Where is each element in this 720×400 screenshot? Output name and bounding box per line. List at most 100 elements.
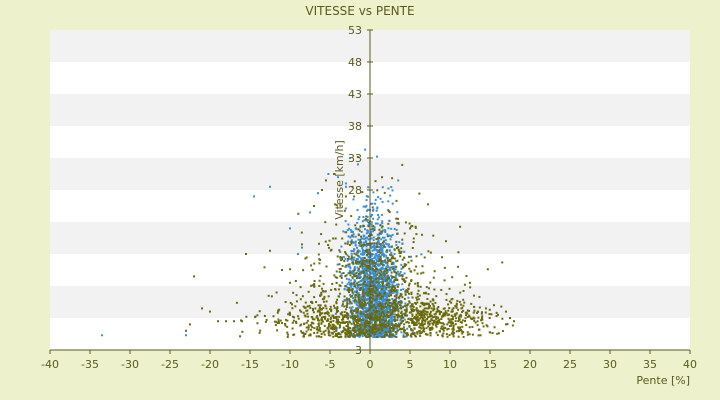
data-point xyxy=(450,314,453,317)
data-point xyxy=(363,299,366,302)
data-point xyxy=(193,275,195,278)
data-point xyxy=(356,315,359,318)
data-point xyxy=(430,307,433,310)
data-point xyxy=(373,279,376,282)
data-point xyxy=(342,329,345,332)
data-point xyxy=(393,267,396,270)
data-point xyxy=(357,263,360,266)
data-point xyxy=(363,301,366,304)
data-point xyxy=(433,315,436,318)
data-point xyxy=(361,326,364,329)
data-point xyxy=(462,309,465,312)
data-point xyxy=(376,315,379,318)
data-point xyxy=(379,331,382,334)
data-point xyxy=(381,305,384,308)
data-point xyxy=(395,325,398,328)
data-point xyxy=(454,320,457,323)
data-point xyxy=(378,320,381,323)
data-point xyxy=(334,334,337,337)
data-point xyxy=(364,218,367,221)
data-point xyxy=(372,329,375,332)
data-point xyxy=(376,306,379,309)
data-point xyxy=(386,233,389,236)
data-point xyxy=(418,192,421,195)
data-point xyxy=(407,317,410,320)
data-point xyxy=(380,322,383,325)
data-point xyxy=(495,315,498,318)
data-point xyxy=(391,330,394,333)
data-point xyxy=(381,287,384,290)
data-point xyxy=(457,316,460,319)
data-point xyxy=(373,331,376,334)
data-point xyxy=(352,258,355,261)
data-point xyxy=(466,309,469,312)
data-point xyxy=(432,323,435,326)
data-point xyxy=(416,319,419,322)
data-point xyxy=(406,314,409,317)
data-point xyxy=(372,246,375,249)
data-point xyxy=(353,256,356,259)
data-point xyxy=(365,215,368,218)
data-point xyxy=(354,272,357,275)
data-point xyxy=(353,281,356,284)
data-point xyxy=(417,298,420,301)
data-point xyxy=(358,244,361,247)
data-point xyxy=(448,319,451,322)
data-point xyxy=(509,317,511,319)
data-point xyxy=(477,334,480,337)
data-point xyxy=(373,242,376,245)
data-point xyxy=(387,310,390,313)
data-point xyxy=(358,229,361,232)
data-point xyxy=(301,295,304,298)
data-point xyxy=(395,296,398,299)
data-point xyxy=(376,246,379,249)
data-point xyxy=(375,244,378,247)
data-point xyxy=(340,274,343,277)
data-point xyxy=(417,312,420,315)
data-point xyxy=(320,293,323,296)
data-point xyxy=(454,304,457,307)
data-point xyxy=(346,317,349,320)
data-point xyxy=(493,326,496,329)
data-point xyxy=(370,281,373,284)
data-point xyxy=(334,325,337,328)
data-point xyxy=(408,300,411,303)
data-point xyxy=(322,300,325,303)
data-point xyxy=(369,228,372,231)
data-point xyxy=(373,288,376,291)
data-point xyxy=(415,298,418,301)
data-point xyxy=(346,258,349,261)
data-point xyxy=(501,330,504,333)
data-point xyxy=(334,288,337,291)
data-point xyxy=(391,275,394,278)
data-point xyxy=(372,239,375,242)
data-point xyxy=(391,322,394,325)
data-point xyxy=(101,334,103,337)
data-point xyxy=(396,306,399,309)
data-point xyxy=(376,189,379,192)
data-point xyxy=(505,310,507,313)
data-point xyxy=(374,256,377,259)
data-point xyxy=(334,326,337,329)
data-point xyxy=(470,317,473,320)
data-point xyxy=(366,269,369,272)
data-point xyxy=(367,255,370,258)
data-point xyxy=(336,298,339,301)
data-point xyxy=(411,308,414,311)
data-point xyxy=(380,238,383,241)
data-point xyxy=(393,327,396,330)
data-point xyxy=(411,319,414,322)
data-point xyxy=(349,274,352,277)
data-point xyxy=(443,326,446,329)
x-tick-label: 30 xyxy=(603,358,617,371)
data-point xyxy=(357,238,360,241)
data-point xyxy=(397,222,400,225)
data-point xyxy=(461,311,464,314)
data-point xyxy=(365,244,368,247)
data-point xyxy=(369,284,372,287)
data-point xyxy=(346,242,349,245)
data-point xyxy=(358,250,361,253)
data-point xyxy=(420,314,423,317)
data-point xyxy=(376,222,379,225)
data-point xyxy=(346,259,349,262)
